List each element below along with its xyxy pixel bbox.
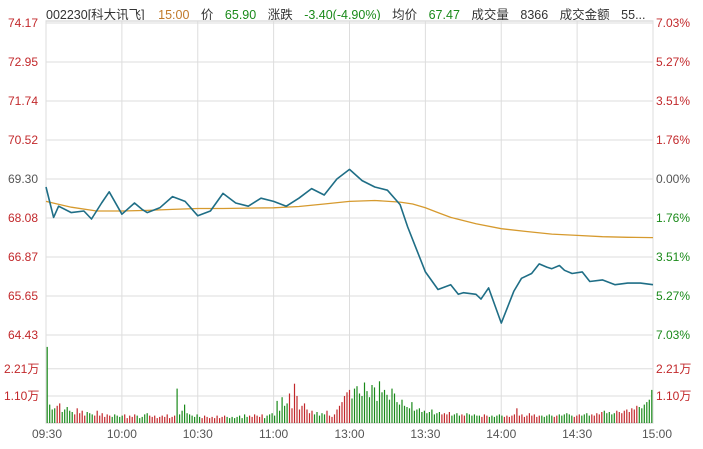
volume-tick-label: 2.21万 — [4, 362, 39, 376]
time-tick-label: 11:00 — [259, 427, 288, 441]
change-value: -3.40(-4.90%) — [304, 8, 381, 20]
time-tick-label: 13:30 — [410, 427, 440, 441]
price-tick-label: 64.43 — [8, 328, 38, 342]
price-label: 价 — [200, 8, 214, 20]
time-tick-label: 09:30 — [32, 427, 62, 441]
time-tick-label: 10:00 — [107, 427, 137, 441]
amount-label: 成交金额 — [559, 8, 610, 20]
percent-tick-label: 5.27% — [656, 289, 690, 303]
percent-tick-label: 7.03% — [656, 16, 690, 30]
volume-tick-label-right: 2.21万 — [656, 362, 691, 376]
price-tick-label: 72.95 — [8, 55, 38, 69]
amount-value: 55... — [621, 8, 646, 20]
price-line — [45, 168, 654, 324]
volume-tick-label: 1.10万 — [4, 389, 39, 403]
avg-price-value: 67.47 — [428, 8, 460, 20]
percent-tick-label: 1.76% — [656, 211, 690, 225]
percent-tick-label: 0.00% — [656, 172, 690, 186]
avg-price-label: 均价 — [392, 8, 418, 20]
price-tick-label: 69.30 — [8, 172, 38, 186]
volume-tick-label-right: 1.10万 — [656, 389, 691, 403]
price-tick-label: 65.65 — [8, 289, 38, 303]
quote-info-bar: 002230[科大讯飞] 15:00 价 65.90 涨跌 -3.40(-4.9… — [46, 4, 656, 20]
price-tick-label: 71.74 — [8, 94, 38, 108]
time-tick-label: 14:30 — [562, 427, 592, 441]
percent-tick-label: 3.51% — [656, 250, 690, 264]
time-tick-label: 15:00 — [642, 427, 672, 441]
stock-code-name: 002230[科大讯飞] — [46, 8, 145, 20]
price-tick-label: 74.17 — [8, 16, 38, 30]
volume-label: 成交量 — [471, 8, 509, 20]
time-tick-label: 14:00 — [486, 427, 516, 441]
price-tick-label: 68.08 — [8, 211, 38, 225]
price-tick-label: 66.87 — [8, 250, 38, 264]
price-value: 65.90 — [224, 8, 257, 20]
percent-tick-label: 5.27% — [656, 55, 690, 69]
time-tick-label: 13:00 — [334, 427, 364, 441]
percent-tick-label: 1.76% — [656, 133, 690, 147]
time-tick-label: 10:30 — [183, 427, 213, 441]
quote-time: 15:00 — [158, 8, 190, 20]
percent-tick-label: 3.51% — [656, 94, 690, 108]
price-tick-label: 70.52 — [8, 133, 38, 147]
change-label: 涨跌 — [267, 8, 293, 20]
volume-value: 8366 — [520, 8, 549, 20]
percent-tick-label: 7.03% — [656, 328, 690, 342]
